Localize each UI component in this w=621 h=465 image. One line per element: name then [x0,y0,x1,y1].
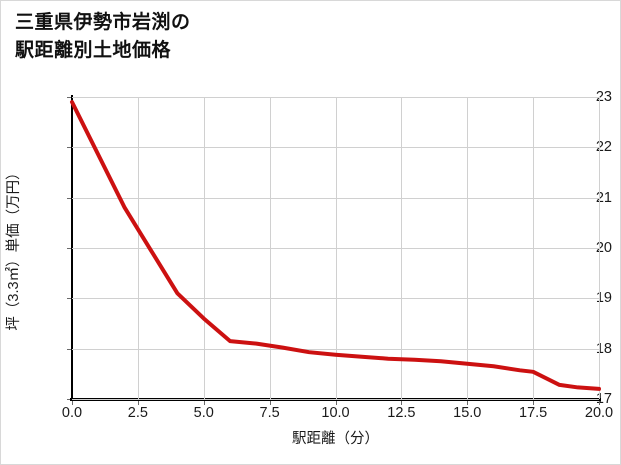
gridline-vertical [203,97,205,399]
x-tick-label: 5.0 [193,405,214,421]
y-tick-mark [67,197,71,199]
x-tick-label: 20.0 [584,405,614,421]
y-tick-mark [67,399,71,400]
x-tick-mark [72,401,73,405]
x-tick-label: 2.5 [127,405,148,421]
x-tick-mark [269,401,271,405]
gridline-vertical [401,97,403,399]
gridline-vertical [599,97,600,399]
x-tick-label: 7.5 [259,405,280,421]
x-tick-mark [533,401,535,405]
x-tick-label: 17.5 [519,405,548,421]
gridline-vertical [467,97,469,399]
series-line-land-price [70,100,601,391]
x-tick-mark [137,401,139,405]
x-tick-mark [401,401,403,405]
x-tick-mark [335,401,337,405]
y-tick-mark [67,97,71,98]
plot-area [70,97,601,400]
gridline-vertical [269,97,271,399]
gridline-horizontal [72,399,599,400]
x-tick-mark [467,401,469,405]
gridline-vertical [137,97,139,399]
y-tick-mark [67,248,71,249]
x-tick-label: 0.0 [61,405,83,421]
data-series-svg [70,100,601,391]
x-tick-label: 12.5 [387,405,416,421]
x-tick-label: 15.0 [453,405,482,421]
chart-title: 三重県伊勢市岩渕の 駅距離別土地価格 [15,12,191,61]
y-axis-label: 坪（3.3㎡）単価（万円） [5,165,22,331]
x-axis-label: 駅距離（分） [292,431,379,447]
x-tick-mark [599,401,600,405]
gridline-vertical [335,97,337,399]
y-tick-mark [67,298,71,300]
gridline-vertical [533,97,535,399]
x-tick-label: 10.0 [321,405,350,421]
y-tick-mark [67,348,71,350]
x-tick-mark [203,401,205,405]
y-tick-mark [67,147,71,149]
